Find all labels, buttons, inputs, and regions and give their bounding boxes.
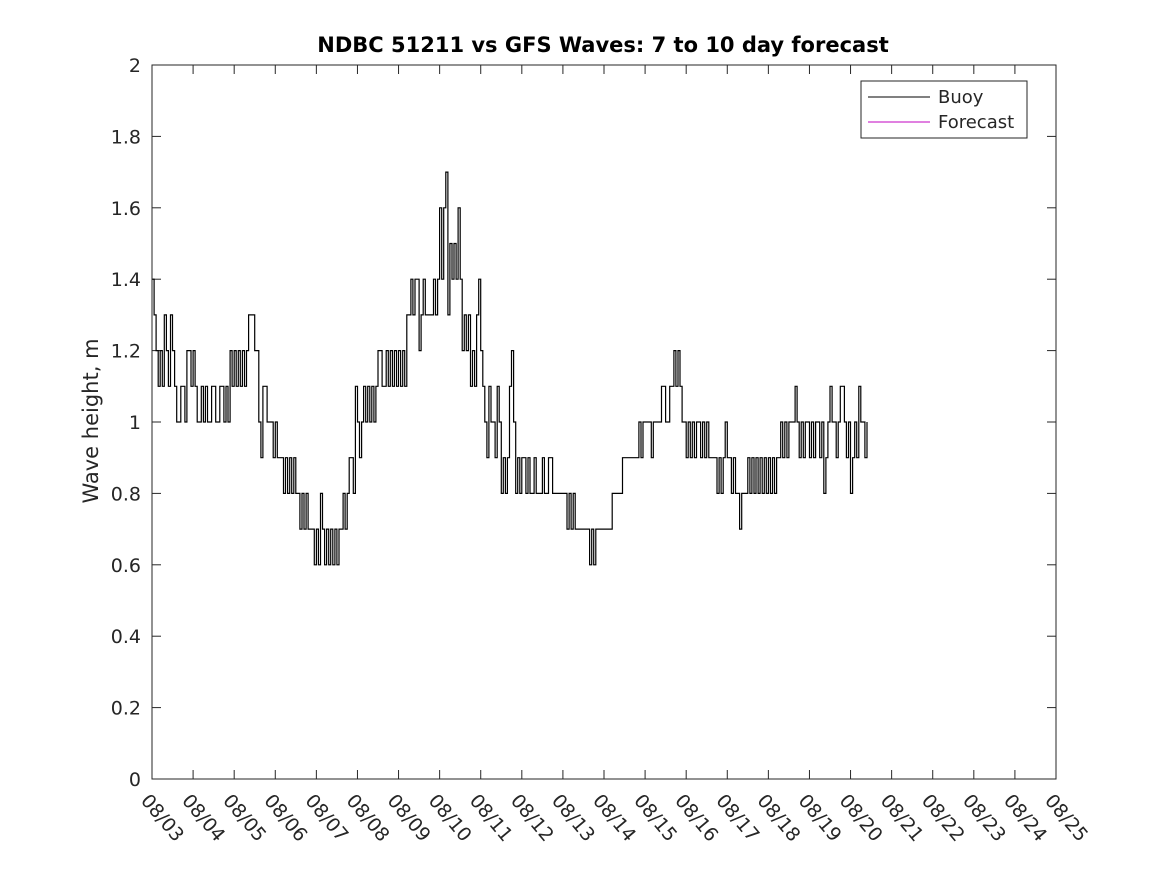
legend-forecast-label: Forecast — [938, 112, 1014, 133]
y-tick-label: 1.2 — [111, 341, 141, 363]
legend-box — [860, 80, 1028, 139]
series-line-buoy — [152, 171, 868, 566]
y-tick-label: 0.6 — [111, 555, 141, 577]
legend-buoy-label: Buoy — [938, 87, 984, 108]
chart-title: NDBC 51211 vs GFS Waves: 7 to 10 day for… — [317, 33, 888, 57]
y-tick-label: 1.8 — [111, 126, 141, 148]
y-tick-label: 2 — [129, 55, 141, 77]
y-tick-label: 1.4 — [111, 269, 141, 291]
y-tick-label: 0.2 — [111, 698, 141, 720]
y-tick-label: 0 — [129, 769, 141, 791]
axes-frame — [151, 64, 1057, 780]
y-tick-label: 1.6 — [111, 198, 141, 220]
y-tick-label: 0.4 — [111, 626, 141, 648]
y-tick-label: 1 — [129, 412, 141, 434]
legend: Buoy Forecast — [860, 80, 1028, 139]
y-axis-label: Wave height, m — [79, 338, 103, 503]
y-tick-label: 0.8 — [111, 483, 141, 505]
plot-area — [152, 65, 1056, 779]
